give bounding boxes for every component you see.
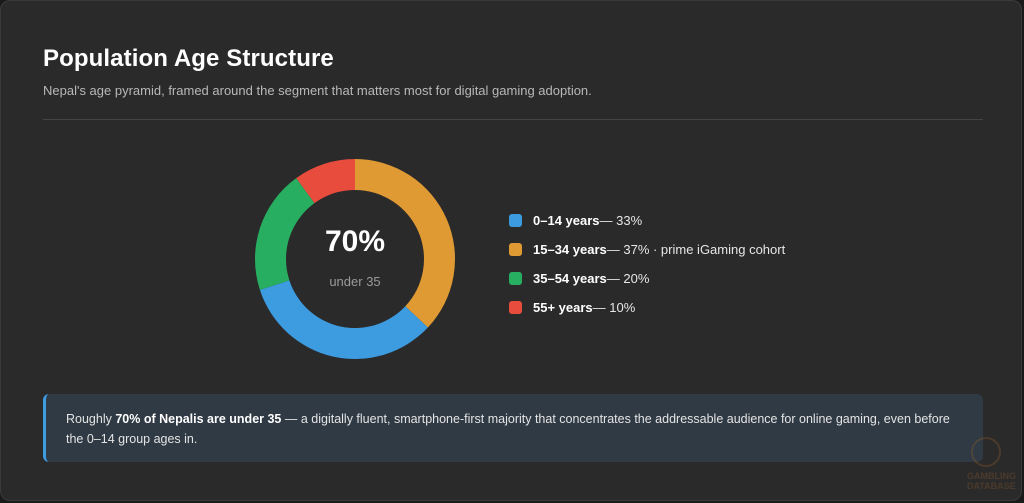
callout-highlight: 70% of Nepalis are under 35 xyxy=(115,412,282,426)
legend-swatch-0-14 xyxy=(509,214,522,227)
divider xyxy=(43,119,983,120)
legend-item-35-54: 35–54 years — 20% xyxy=(509,264,785,293)
legend-item-15-34: 15–34 years — 37% · prime iGaming cohort xyxy=(509,235,785,264)
page-subtitle: Nepal's age pyramid, framed around the s… xyxy=(43,83,592,98)
legend-value: — 20% xyxy=(606,271,650,286)
legend-label: 15–34 years xyxy=(533,242,607,257)
logo-text: GAMBLING DATABASE xyxy=(967,471,1016,491)
donut-slice-0-14-years xyxy=(259,280,428,359)
donut-svg xyxy=(255,159,455,359)
donut-center-label: under 35 xyxy=(329,274,381,289)
legend-swatch-55-plus xyxy=(509,301,522,314)
legend-item-0-14: 0–14 years — 33% xyxy=(509,206,785,235)
legend-value: — 33% xyxy=(599,213,643,228)
donut-slice-15-34-years xyxy=(355,159,455,328)
donut-center-value: 70% xyxy=(324,225,386,258)
legend-item-55-plus: 55+ years — 10% xyxy=(509,293,785,322)
chart-legend: 0–14 years — 33% 15–34 years — 37% · pri… xyxy=(509,206,785,322)
insight-callout: Roughly 70% of Nepalis are under 35 — a … xyxy=(43,394,983,462)
donut-chart: 70% under 35 xyxy=(249,153,461,365)
logo-emblem-icon xyxy=(971,437,1001,467)
callout-text: — a digitally fluent, smartphone-first m… xyxy=(66,412,950,446)
callout-prefix: Roughly xyxy=(66,412,116,426)
legend-value: — 37% · prime iGaming cohort xyxy=(606,242,786,257)
legend-value: — 10% xyxy=(592,300,636,315)
donut-slice-55+-years xyxy=(296,159,355,204)
gambling-database-logo: GAMBLING DATABASE xyxy=(963,431,1019,501)
donut-slice-35-54-years xyxy=(255,178,315,290)
legend-swatch-15-34 xyxy=(509,243,522,256)
legend-label: 0–14 years xyxy=(533,213,600,228)
legend-label: 35–54 years xyxy=(533,271,607,286)
legend-swatch-35-54 xyxy=(509,272,522,285)
legend-label: 55+ years xyxy=(533,300,593,315)
page-title: Population Age Structure xyxy=(43,45,334,72)
